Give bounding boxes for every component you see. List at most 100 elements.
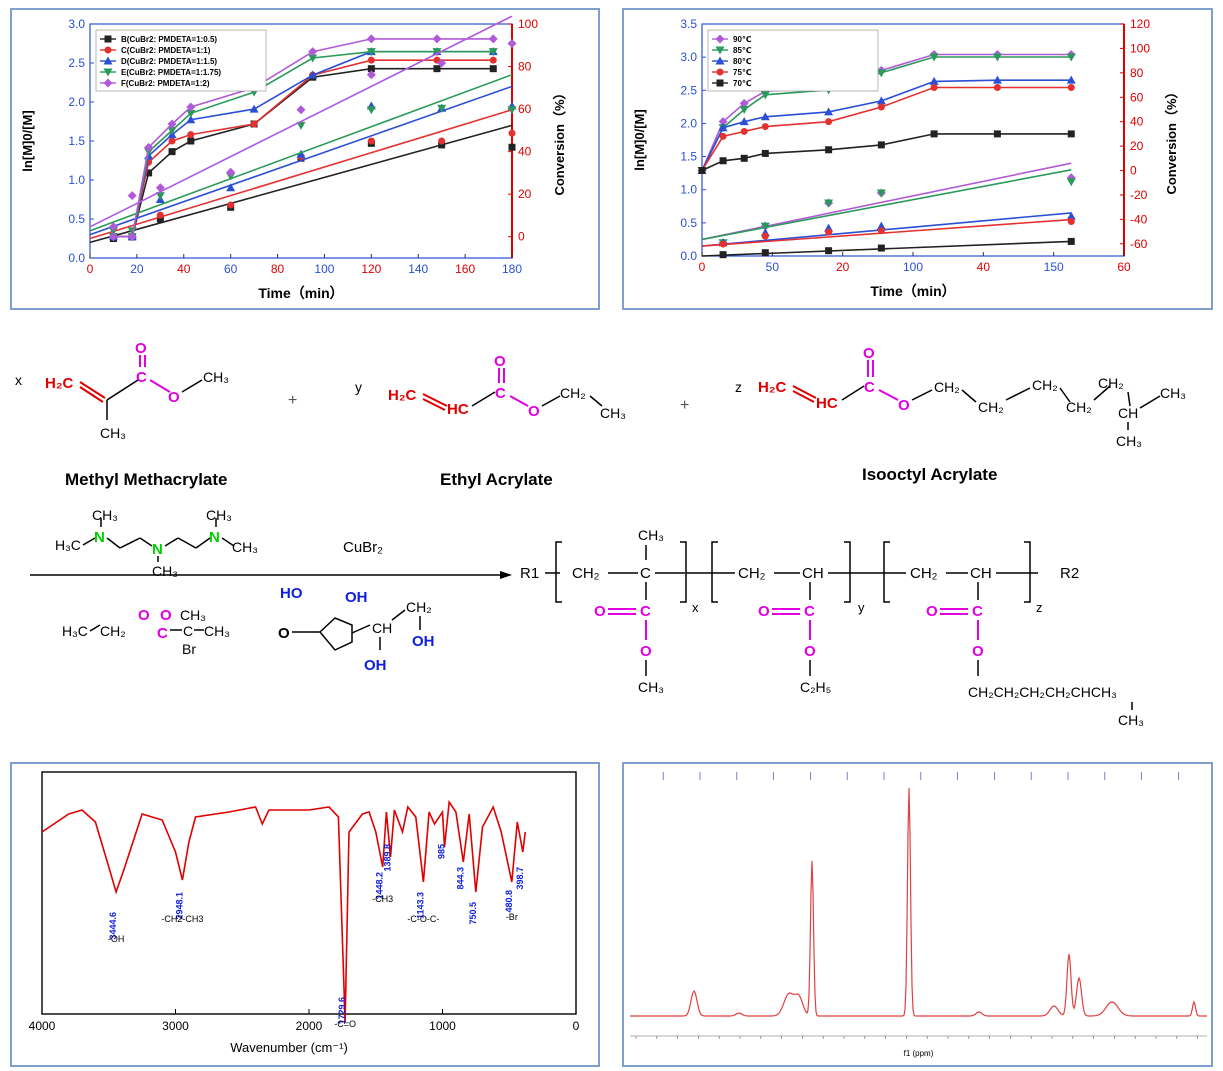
svg-text:O: O (898, 397, 910, 414)
y2-axis-title: Conversion（%） (552, 86, 567, 195)
ln-point (1066, 211, 1076, 220)
conversion-point (489, 65, 497, 73)
conversion-point (367, 65, 375, 73)
mma-structure: H₂C CH₃ C O O CH₃ (45, 340, 229, 441)
conversion-point (186, 115, 196, 124)
conversion-point (488, 34, 498, 44)
svg-text:O: O (758, 603, 770, 620)
y-tick-label: 0.5 (68, 212, 85, 226)
svg-text:HO: HO (280, 585, 303, 602)
svg-text:CH: CH (372, 620, 392, 636)
svg-text:OH: OH (412, 633, 435, 650)
svg-text:CH₃: CH₃ (1118, 712, 1144, 728)
ln-point (507, 106, 517, 115)
svg-text:C: C (804, 603, 815, 620)
end-group-r1: R1 (520, 565, 539, 582)
y2-tick-label: 20 (1130, 139, 1144, 153)
y-tick-label: 1.5 (680, 150, 697, 164)
y-tick-label: 3.0 (68, 17, 85, 31)
legend-marker (716, 79, 724, 87)
y-tick-label: 2.5 (680, 83, 697, 97)
x-tick-label: 60 (224, 262, 238, 276)
legend-marker (715, 34, 725, 44)
legend-marker (104, 46, 112, 54)
conversion-point (929, 53, 939, 62)
svg-text:CH₃: CH₃ (638, 679, 664, 695)
conversion-point (432, 34, 442, 44)
svg-text:CH₃: CH₃ (152, 563, 178, 579)
conversion-point (366, 48, 376, 57)
ln-point (507, 39, 517, 48)
svg-text:CH₂: CH₂ (100, 623, 126, 639)
y2-tick-label: 0 (1130, 164, 1137, 178)
legend-marker (715, 56, 725, 65)
ln-point (877, 227, 885, 235)
group-label: -OH (108, 934, 125, 944)
svg-text:H₂C: H₂C (758, 379, 786, 396)
svg-text:CH₃: CH₃ (600, 405, 626, 421)
legend-marker (104, 35, 112, 43)
conversion-point (308, 47, 318, 57)
ln-point (296, 149, 306, 158)
conversion-point (489, 56, 497, 64)
y2-tick-label: -60 (1130, 237, 1148, 251)
svg-text:CH₂CH₂CH₂CH₂CHCH₃: CH₂CH₂CH₂CH₂CHCH₃ (968, 684, 1117, 700)
legend-label: D(CuBr2: PMDETA=1:1.5) (121, 57, 217, 66)
svg-text:C: C (157, 625, 168, 642)
ln-point (437, 104, 447, 113)
conversion-point (187, 137, 195, 145)
ln-point (876, 221, 886, 230)
x-axis-title: f1 (ppm) (904, 1049, 934, 1058)
fit-line (701, 162, 1072, 241)
conversion-point (187, 131, 195, 139)
x-tick-label: 3000 (162, 1019, 189, 1033)
conversion-point (168, 137, 176, 145)
svg-text:O: O (160, 607, 172, 624)
x-tick-label: 120 (361, 262, 381, 276)
svg-text:CH₃: CH₃ (92, 507, 118, 523)
ascorbic-acid-structure: HO OH O CH OH CH₂ OH (278, 585, 435, 674)
conversion-point (992, 53, 1002, 62)
conversion-point (488, 48, 498, 57)
legend-box (95, 29, 267, 92)
svg-text:O: O (138, 607, 150, 624)
ea-structure: H₂C HC C O O CH₂ CH₃ (388, 353, 626, 421)
legend-label: E(CuBr2: PMDETA=1:1.75) (121, 68, 221, 77)
svg-text:CH₂: CH₂ (572, 565, 600, 582)
svg-text:CH: CH (1118, 405, 1138, 421)
y-tick-label: 2.0 (680, 116, 697, 130)
conversion-point (108, 232, 118, 242)
conversion-point (144, 148, 154, 157)
conversion-point (877, 103, 885, 111)
subscript-x: x (692, 600, 699, 615)
y-tick-label: 0.0 (68, 251, 85, 265)
conversion-line (701, 79, 1072, 171)
svg-text:HC: HC (816, 395, 838, 412)
ir-spectrum (41, 799, 527, 1023)
chart-temperature: 0.0 0.5 1.0 1.5 2.0 2.5 3.0 3.5 -60 -40 -20 0 20 40 60… (622, 8, 1213, 310)
y2-tick-label: -20 (1130, 188, 1148, 202)
conversion-point (698, 167, 706, 175)
ln-point (825, 247, 833, 255)
conversion-point (876, 69, 886, 78)
nmr-spectrum (630, 787, 1207, 1017)
peak-label: 844.3 (455, 867, 465, 890)
conversion-point (250, 120, 258, 128)
plus-2: + (680, 397, 689, 414)
ln-point (108, 222, 118, 232)
peak-label: 480.8 (504, 890, 514, 913)
conversion-point (824, 107, 834, 116)
svg-text:OH: OH (364, 657, 387, 674)
conversion-point (760, 112, 770, 121)
ln-point (296, 121, 306, 130)
y2-tick-label: 60 (518, 102, 532, 116)
pmdeta-structure: H₃C N CH₃ N CH₃ N CH₃ CH₃ (55, 507, 258, 579)
y-tick-label: 2.0 (68, 95, 85, 109)
plus-1: + (288, 392, 297, 409)
y2-tick-label: 120 (1130, 17, 1150, 31)
ln-point (366, 70, 376, 80)
x-tick-label: 60 (1117, 260, 1131, 274)
ln-point (877, 244, 885, 252)
svg-text:O: O (168, 389, 180, 406)
peak-label: 398.7 (515, 867, 525, 890)
